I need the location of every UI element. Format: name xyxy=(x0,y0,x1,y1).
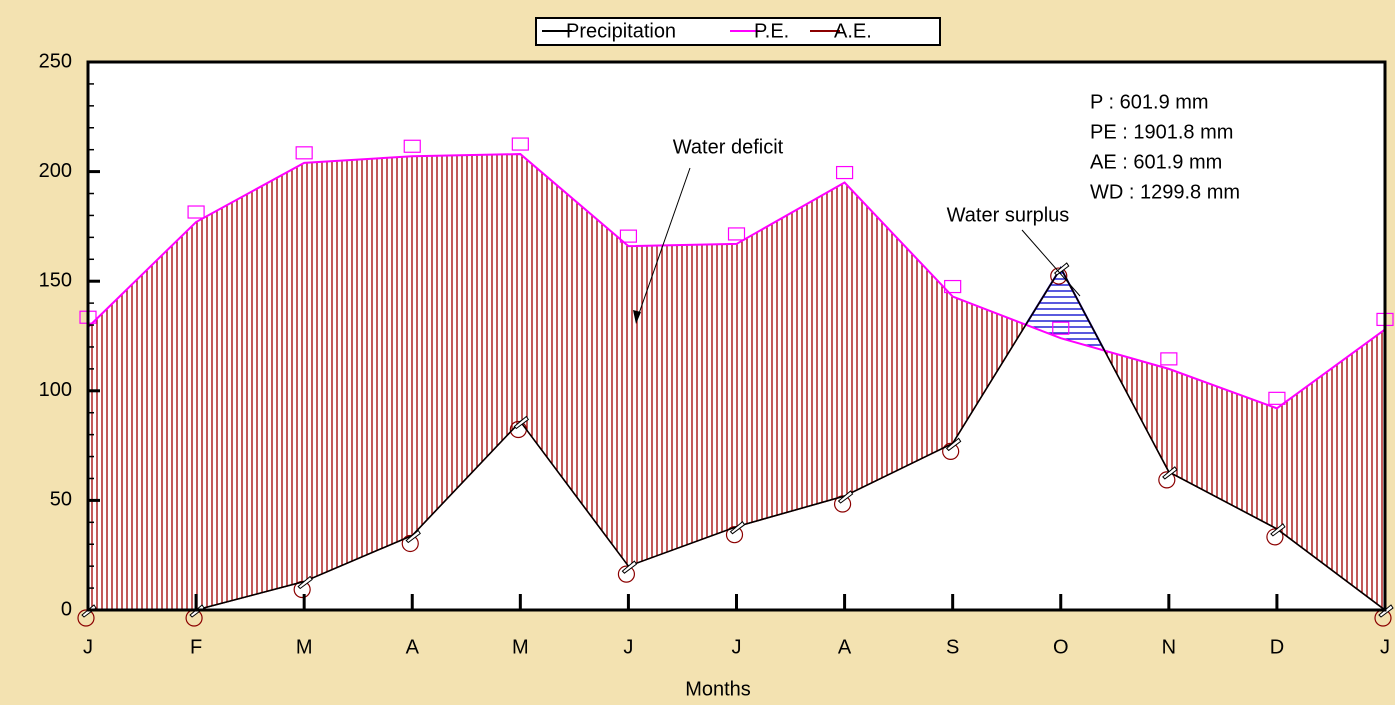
x-tick-label: O xyxy=(1053,636,1069,658)
marker xyxy=(944,279,962,294)
x-tick-label: A xyxy=(838,636,852,658)
x-tick-label: J xyxy=(623,636,633,658)
annotation-arrow xyxy=(1021,229,1081,297)
marker xyxy=(619,229,638,243)
marker xyxy=(297,575,313,590)
annotation: Water surplus xyxy=(947,204,1070,226)
legend-item: A.E. xyxy=(810,20,872,42)
annotation: Water deficit xyxy=(673,136,784,158)
stat-line: P : 601.9 mm xyxy=(1090,91,1209,113)
marker xyxy=(511,137,529,151)
annotation-arrow xyxy=(635,167,691,323)
marker xyxy=(403,139,421,153)
legend-item: Precipitation xyxy=(542,20,676,42)
marker xyxy=(1158,471,1176,489)
marker xyxy=(729,520,746,535)
x-tick-label: S xyxy=(946,636,959,658)
y-tick-label: 150 xyxy=(39,269,72,291)
stat-line: PE : 1901.8 mm xyxy=(1090,121,1233,143)
y-tick-label: 250 xyxy=(39,50,72,72)
x-tick-label: M xyxy=(296,636,313,658)
marker xyxy=(942,442,960,461)
marker xyxy=(1050,267,1068,285)
marker xyxy=(1160,352,1178,366)
marker xyxy=(295,146,313,160)
legend-label: A.E. xyxy=(834,20,872,42)
x-tick-label: F xyxy=(190,636,202,658)
x-tick-label: J xyxy=(732,636,742,658)
y-tick-label: 0 xyxy=(61,598,72,620)
legend-label: Precipitation xyxy=(566,20,676,42)
marker xyxy=(1162,466,1178,480)
x-tick-label: J xyxy=(1380,636,1390,658)
stat-line: AE : 601.9 mm xyxy=(1090,151,1222,173)
marker xyxy=(401,534,419,553)
marker xyxy=(837,490,854,504)
x-tick-label: N xyxy=(1162,636,1176,658)
x-tick-label: A xyxy=(406,636,420,658)
marker xyxy=(1268,391,1286,405)
marker xyxy=(513,415,530,430)
legend-item: P.E. xyxy=(730,20,789,42)
marker xyxy=(1054,262,1070,276)
marker xyxy=(835,165,854,180)
stat-line: WD : 1299.8 mm xyxy=(1090,181,1240,203)
marker xyxy=(621,560,638,574)
arrow-head xyxy=(633,310,641,324)
marker xyxy=(187,205,205,219)
marker xyxy=(405,529,421,544)
x-tick-label: D xyxy=(1270,636,1284,658)
legend-label: P.E. xyxy=(754,20,789,42)
marker xyxy=(1052,321,1070,335)
marker xyxy=(77,609,95,627)
marker xyxy=(1270,523,1286,537)
y-tick-label: 100 xyxy=(39,379,72,401)
y-tick-label: 200 xyxy=(39,160,72,182)
marker xyxy=(945,437,962,452)
y-tick-label: 50 xyxy=(50,489,72,511)
series-line xyxy=(87,153,1386,410)
x-tick-label: M xyxy=(512,636,529,658)
x-tick-label: J xyxy=(83,636,93,658)
x-axis-label: Months xyxy=(685,678,751,700)
marker xyxy=(617,565,636,583)
marker xyxy=(727,227,746,241)
marker xyxy=(1266,528,1284,546)
